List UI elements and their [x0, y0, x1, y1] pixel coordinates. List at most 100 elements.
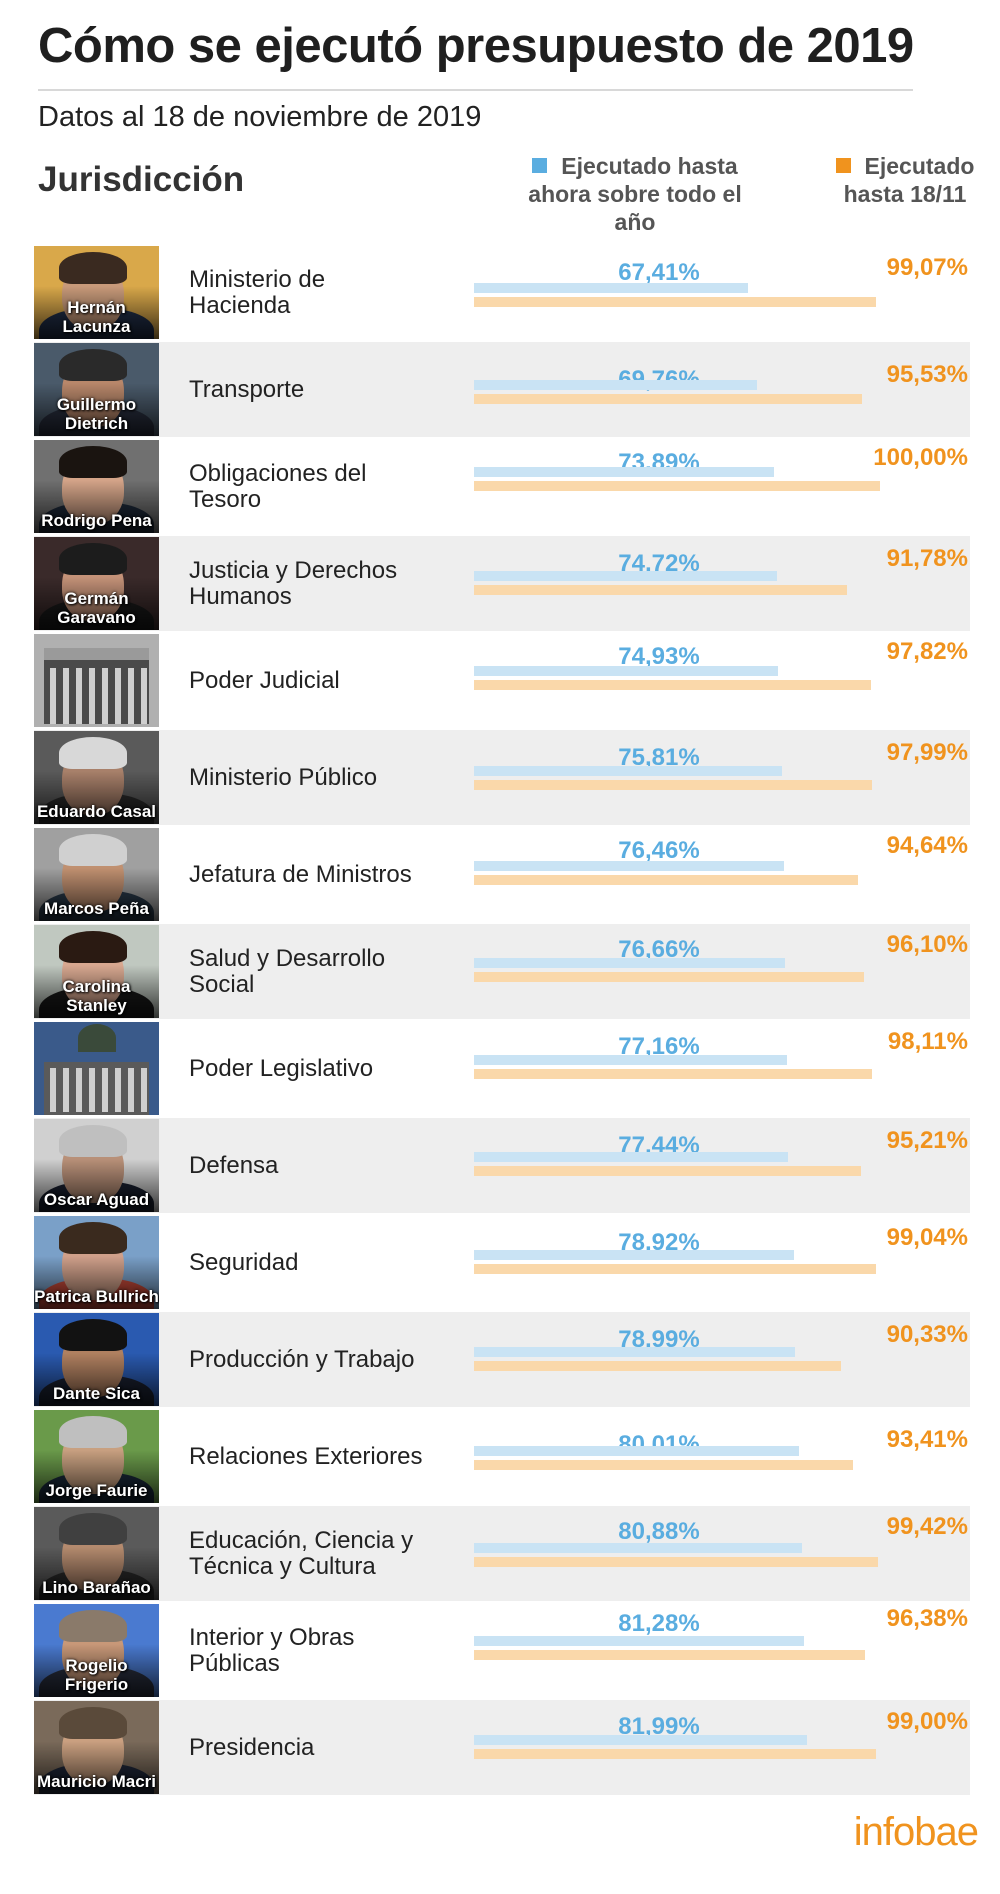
photo-caption: Patrica Bullrich [34, 1287, 159, 1306]
table-row: Poder Judicial 74,93% 97,82% [34, 632, 970, 729]
legend-orange: Ejecutado hasta 18/11 [830, 152, 980, 208]
title-divider [38, 89, 913, 91]
bar-blue [474, 1735, 807, 1745]
data-label-orange: 99,00% [886, 1708, 968, 1735]
photo-caption: Hernán Lacunza [62, 298, 131, 336]
bar-orange [474, 394, 862, 404]
bar-orange [474, 1650, 865, 1660]
chart-title: Cómo se ejecutó presupuesto de 2019 [38, 19, 914, 73]
bar-orange [474, 1361, 841, 1371]
bar-blue [474, 666, 778, 676]
photo-caption: Eduardo Casal [36, 802, 157, 821]
minister-photo: Patrica Bullrich [34, 1216, 159, 1309]
photo-caption: Mauricio Macri [36, 1772, 157, 1791]
bar-orange [474, 297, 876, 307]
minister-photo: Lino Barañao [34, 1507, 159, 1600]
data-label-orange: 93,41% [886, 1426, 968, 1453]
table-row: Hernán Lacunza Ministerio de Hacienda 67,4… [34, 244, 970, 341]
row-background [34, 536, 970, 631]
jurisdiccion-label: Interior y Obras Públicas [189, 1623, 355, 1677]
bar-orange [474, 875, 858, 885]
bar-orange [474, 1264, 876, 1274]
bar-blue [474, 1543, 802, 1553]
photo-caption: Dante Sica [53, 1384, 140, 1403]
bar-blue [474, 1446, 799, 1456]
jurisdiccion-label: Poder Legislativo [189, 1054, 374, 1082]
jurisdiccion-label: Relaciones Exteriores [189, 1442, 423, 1470]
bar-blue [474, 571, 777, 581]
bar-orange [474, 1166, 861, 1176]
congress-photo [34, 1022, 159, 1115]
table-row: Eduardo Casal Ministerio Público 75,81% 97,… [34, 729, 970, 826]
jurisdiccion-label: Jefatura de Ministros [189, 860, 412, 888]
bar-blue [474, 766, 782, 776]
minister-photo: Mauricio Macri [34, 1701, 159, 1794]
bar-blue [474, 1347, 795, 1357]
jurisdiccion-label: Obligaciones del Tesoro [189, 459, 367, 513]
bar-blue [474, 958, 785, 968]
row-background [34, 1215, 970, 1310]
column-header-jurisdiccion: Jurisdicción [38, 160, 245, 199]
data-label-orange: 99,42% [886, 1513, 968, 1540]
data-label-orange: 96,10% [886, 931, 968, 958]
jurisdiccion-label: Seguridad [189, 1248, 299, 1276]
minister-photo: Hernán Lacunza [34, 246, 159, 339]
jurisdiccion-label: Producción y Trabajo [189, 1345, 415, 1373]
photo-caption: Jorge Faurie [45, 1481, 148, 1500]
minister-photo: Dante Sica [34, 1313, 159, 1406]
infobae-logo: infobae [853, 1810, 979, 1854]
table-row: Carolina Stanley Salud y Desarrollo Socia… [34, 923, 970, 1020]
data-label-orange: 97,99% [886, 739, 968, 766]
bar-orange [474, 680, 871, 690]
table-row: Dante Sica Producción y Trabajo 78,99% 90,3… [34, 1311, 970, 1408]
data-label-blue: 74,93% [618, 643, 700, 670]
bar-blue [474, 1636, 804, 1646]
minister-photo: Jorge Faurie [34, 1410, 159, 1503]
table-row: Jorge Faurie Relaciones Exteriores 80,01% 9… [34, 1408, 970, 1505]
data-label-orange: 98,11% [887, 1028, 968, 1055]
row-background [34, 924, 970, 1019]
table-row: Mauricio Macri Presidencia 81,99% 99,00% [34, 1699, 970, 1796]
data-label-orange: 95,53% [886, 361, 968, 388]
chart-rows: Hernán Lacunza Ministerio de Hacienda 67,4… [34, 244, 970, 1796]
table-row: Marcos Peña Jefatura de Ministros 76,46% 94… [34, 826, 970, 923]
minister-photo: Marcos Peña [34, 828, 159, 921]
row-background [34, 1700, 970, 1795]
jurisdiccion-label: Ministerio Público [189, 763, 378, 791]
jurisdiccion-label: Presidencia [189, 1733, 315, 1761]
minister-photo: Oscar Aguad [34, 1119, 159, 1212]
row-background [34, 1118, 970, 1213]
legend-blue: Ejecutado hasta ahora sobre todo el año [520, 152, 750, 236]
jurisdiccion-label: Ministerio de Hacienda [189, 265, 326, 319]
photo-caption: Guillermo Dietrich [56, 395, 137, 433]
photo-caption: Rodrigo Pena [41, 511, 152, 530]
jurisdiccion-label: Defensa [189, 1151, 279, 1179]
courthouse-photo [34, 634, 159, 727]
row-background [34, 1409, 970, 1504]
data-label-orange: 99,07% [886, 254, 968, 281]
data-label-orange: 96,38% [886, 1605, 968, 1632]
row-background [34, 730, 970, 825]
table-row: Guillermo DietrichTransporte69,76%95,53% [34, 341, 970, 438]
data-label-orange: 90,33% [886, 1321, 968, 1348]
jurisdiccion-label: Educación, Ciencia y Técnica y Cultura [189, 1526, 414, 1580]
bar-orange [474, 972, 864, 982]
legend-blue-swatch [532, 158, 548, 173]
minister-photo: Eduardo Casal [34, 731, 159, 824]
table-row: Rodrigo Pena Obligaciones del Tesoro 73,89… [34, 438, 970, 535]
table-row: Oscar Aguad Defensa 77,44% 95,21% [34, 1117, 970, 1214]
chart-subtitle: Datos al 18 de noviembre de 2019 [38, 101, 482, 133]
bar-blue [474, 467, 774, 477]
table-row: Germán Garavano Justicia y Derechos Human… [34, 535, 970, 632]
data-label-orange: 95,21% [886, 1127, 968, 1154]
bar-blue [474, 380, 757, 390]
photo-caption: Rogelio Frigerio [64, 1656, 129, 1694]
table-row: Rogelio Frigerio Interior y Obras Pública… [34, 1602, 970, 1699]
legend-blue-label: Ejecutado hasta ahora sobre todo el año [528, 153, 742, 235]
row-background [34, 1312, 970, 1407]
photo-caption: Lino Barañao [42, 1578, 151, 1597]
photo-caption: Marcos Peña [44, 899, 149, 918]
minister-photo: Carolina Stanley [34, 925, 159, 1018]
legend-orange-label: Ejecutado hasta 18/11 [843, 153, 975, 207]
legend-orange-swatch [835, 158, 851, 173]
